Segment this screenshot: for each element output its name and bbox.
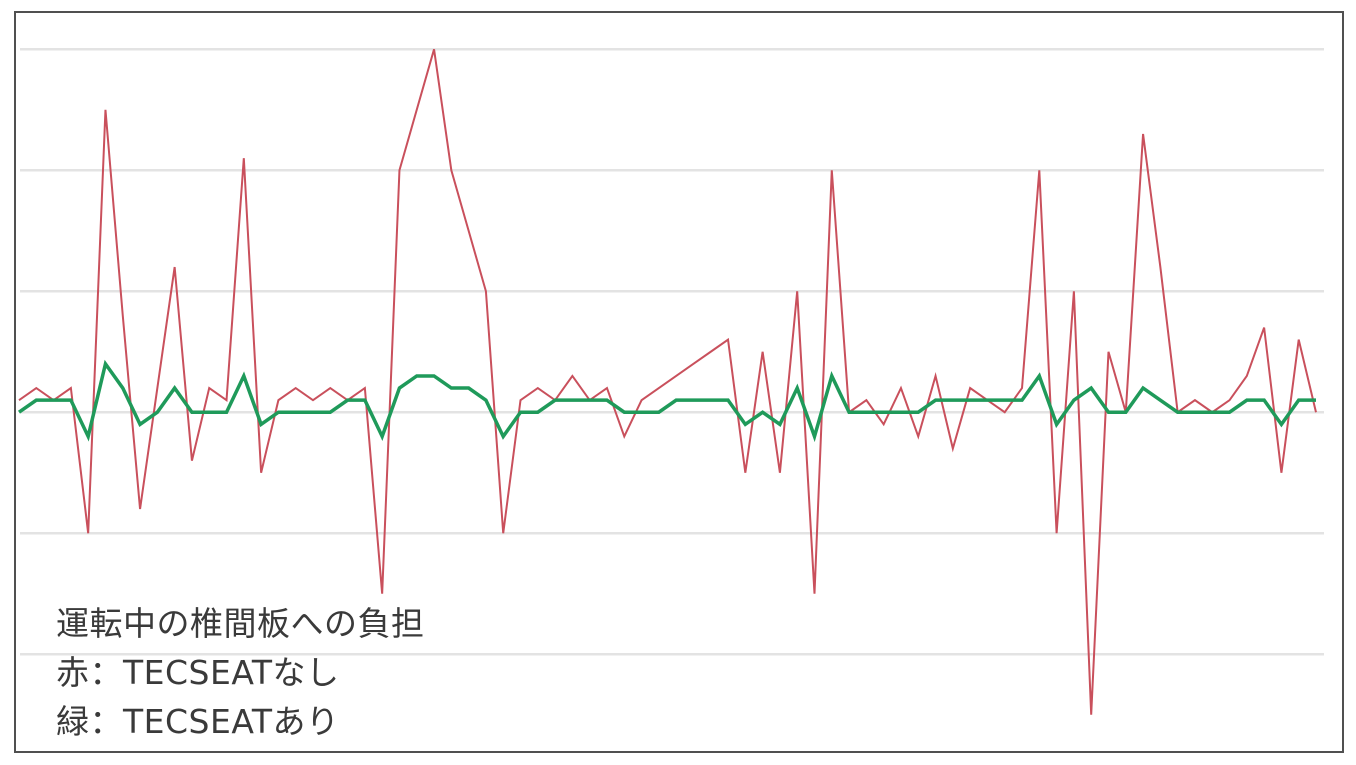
legend-red-label: 赤：TECSEATなし <box>56 653 340 692</box>
chart-annotation-title: 運転中の椎間板への負担 <box>56 604 425 643</box>
legend-green-label: 緑：TECSEATあり <box>56 702 340 741</box>
gridlines <box>20 48 1324 656</box>
series-line-green <box>17 359 1316 443</box>
series-lines <box>17 49 1317 715</box>
series-line-red <box>18 49 1317 715</box>
chart-frame: 運転中の椎間板への負担 赤：TECSEATなし 緑：TECSEATあり <box>14 11 1344 753</box>
line-chart <box>17 48 1324 715</box>
